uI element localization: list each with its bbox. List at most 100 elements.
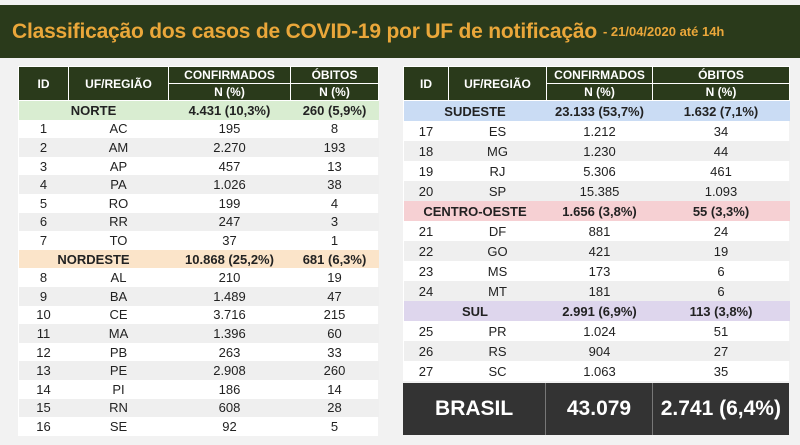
- region-row: NORTE 4.431 (10,3%) 260 (5,9%): [18, 100, 379, 120]
- table-row: 23 MS 173 6: [404, 261, 790, 281]
- table-row: 10 CE 3.716 215: [19, 306, 379, 325]
- cell-id: 24: [403, 281, 449, 301]
- cell-uf: RN: [68, 398, 169, 418]
- col-deaths: ÓBITOS: [290, 66, 379, 84]
- cell-id: 18: [403, 141, 449, 161]
- cell-uf: RJ: [489, 163, 506, 179]
- cell-deaths: 1.093: [652, 181, 790, 201]
- cell-uf: MS: [487, 263, 508, 279]
- col-deaths: ÓBITOS: [652, 66, 790, 84]
- cell-id: 20: [403, 181, 449, 201]
- cell-uf: PA: [68, 175, 169, 194]
- cell-confirmed: 1.063: [583, 363, 616, 379]
- cell-deaths: 51: [713, 323, 729, 339]
- cell-id: 27: [418, 363, 434, 379]
- cell-uf: PB: [109, 344, 128, 360]
- cell-uf: AP: [109, 158, 128, 174]
- cell-uf: SC: [488, 363, 507, 379]
- col-deaths-sub: N (%): [652, 83, 790, 101]
- region-row: NORDESTE 10.868 (25,2%) 681 (6,3%): [18, 249, 379, 269]
- region-deaths: 681 (6,3%): [290, 249, 379, 269]
- cell-confirmed: 608: [168, 398, 291, 418]
- table-row: 26 RS 904 27: [403, 341, 790, 361]
- table-row: 3 AP 457 13: [19, 157, 379, 176]
- table-row: 4 PA 1.026 38: [18, 175, 379, 194]
- table-row: 13 PE 2.908 260: [18, 361, 379, 380]
- cell-uf: MT: [448, 281, 547, 301]
- cell-deaths: 14: [327, 381, 342, 397]
- cell-confirmed: 1.396: [168, 324, 291, 343]
- cell-id: 26: [403, 341, 449, 361]
- cell-deaths: 38: [290, 175, 379, 194]
- cell-confirmed: 1.026: [168, 175, 291, 194]
- cell-deaths: 44: [652, 141, 790, 161]
- total-row: BRASIL 43.079 2.741 (6,4%): [403, 383, 789, 435]
- cell-confirmed: 210: [218, 270, 241, 286]
- cell-deaths: 5: [330, 418, 339, 434]
- cell-id: 8: [39, 270, 48, 286]
- table-row: 16 SE 92 5: [19, 417, 379, 436]
- total-label: BRASIL: [403, 383, 547, 435]
- cell-uf: RO: [108, 195, 129, 211]
- left-table-panel: ID UF/REGIÃO CONFIRMADOS ÓBITOS N (%) N …: [18, 66, 379, 436]
- cell-uf: AM: [68, 138, 169, 157]
- cell-uf: RS: [448, 341, 547, 361]
- col-confirmed-sub: N (%): [168, 83, 291, 101]
- cell-confirmed: 173: [588, 263, 611, 279]
- region-confirmed: 23.133 (53,7%): [546, 100, 653, 121]
- cell-confirmed: 1.024: [583, 323, 616, 339]
- cell-confirmed: 421: [546, 241, 653, 261]
- region-confirmed: 1.656 (3,8%): [546, 201, 653, 221]
- cell-uf: RR: [68, 212, 169, 232]
- table-row: 15 RN 608 28: [18, 398, 379, 418]
- cell-id: 16: [36, 418, 51, 434]
- cell-deaths: 60: [290, 324, 379, 343]
- cell-id: 3: [39, 158, 48, 174]
- cell-deaths: 193: [290, 138, 379, 157]
- col-confirmed: CONFIRMADOS: [168, 66, 291, 84]
- cell-id: 12: [36, 344, 51, 360]
- cell-deaths: 461: [710, 163, 732, 179]
- cell-uf: SP: [448, 181, 547, 201]
- cell-deaths: 19: [327, 270, 342, 286]
- cell-uf: TO: [109, 232, 128, 248]
- cell-uf: BA: [68, 286, 169, 306]
- cell-deaths: 13: [327, 158, 342, 174]
- col-id: ID: [18, 66, 69, 101]
- cell-confirmed: 195: [218, 121, 241, 137]
- table-row: 7 TO 37 1: [19, 231, 379, 250]
- total-confirmed: 43.079: [546, 383, 653, 435]
- cell-deaths: 33: [327, 344, 342, 360]
- table-row: 18 MG 1.230 44: [403, 141, 790, 161]
- cell-confirmed: 904: [546, 341, 653, 361]
- region-deaths: 260 (5,9%): [290, 100, 379, 120]
- table-row: 6 RR 247 3: [18, 212, 379, 232]
- cell-deaths: 34: [713, 123, 729, 139]
- region-row: SUL 2.991 (6,9%) 113 (3,8%): [403, 301, 790, 321]
- page-title: Classificação dos casos de COVID-19 por …: [12, 19, 597, 43]
- cell-deaths: 6: [652, 281, 790, 301]
- cell-uf: PR: [488, 323, 507, 339]
- cell-confirmed: 186: [218, 381, 241, 397]
- region-confirmed: 10.868 (25,2%): [168, 249, 291, 269]
- table-row: 5 RO 199 4: [19, 194, 379, 213]
- cell-uf: AL: [110, 270, 127, 286]
- cell-deaths: 35: [713, 363, 729, 379]
- table-row: 1 AC 195 8: [19, 120, 379, 139]
- cell-deaths: 27: [652, 341, 790, 361]
- cell-confirmed: 3.716: [213, 307, 246, 323]
- table-row: 12 PB 263 33: [19, 343, 379, 362]
- region-deaths: 55 (3,3%): [652, 201, 790, 221]
- cell-confirmed: 247: [168, 212, 291, 232]
- cell-confirmed: 181: [546, 281, 653, 301]
- cell-id: 22: [403, 241, 449, 261]
- cell-id: 19: [418, 163, 434, 179]
- table-row: 27 SC 1.063 35: [404, 361, 790, 381]
- cell-id: 14: [36, 381, 51, 397]
- cell-uf: MA: [68, 324, 169, 343]
- cell-confirmed: 1.212: [583, 123, 616, 139]
- cell-id: 9: [18, 286, 69, 306]
- cell-id: 21: [418, 223, 434, 239]
- cell-confirmed: 457: [218, 158, 241, 174]
- cell-deaths: 6: [717, 263, 725, 279]
